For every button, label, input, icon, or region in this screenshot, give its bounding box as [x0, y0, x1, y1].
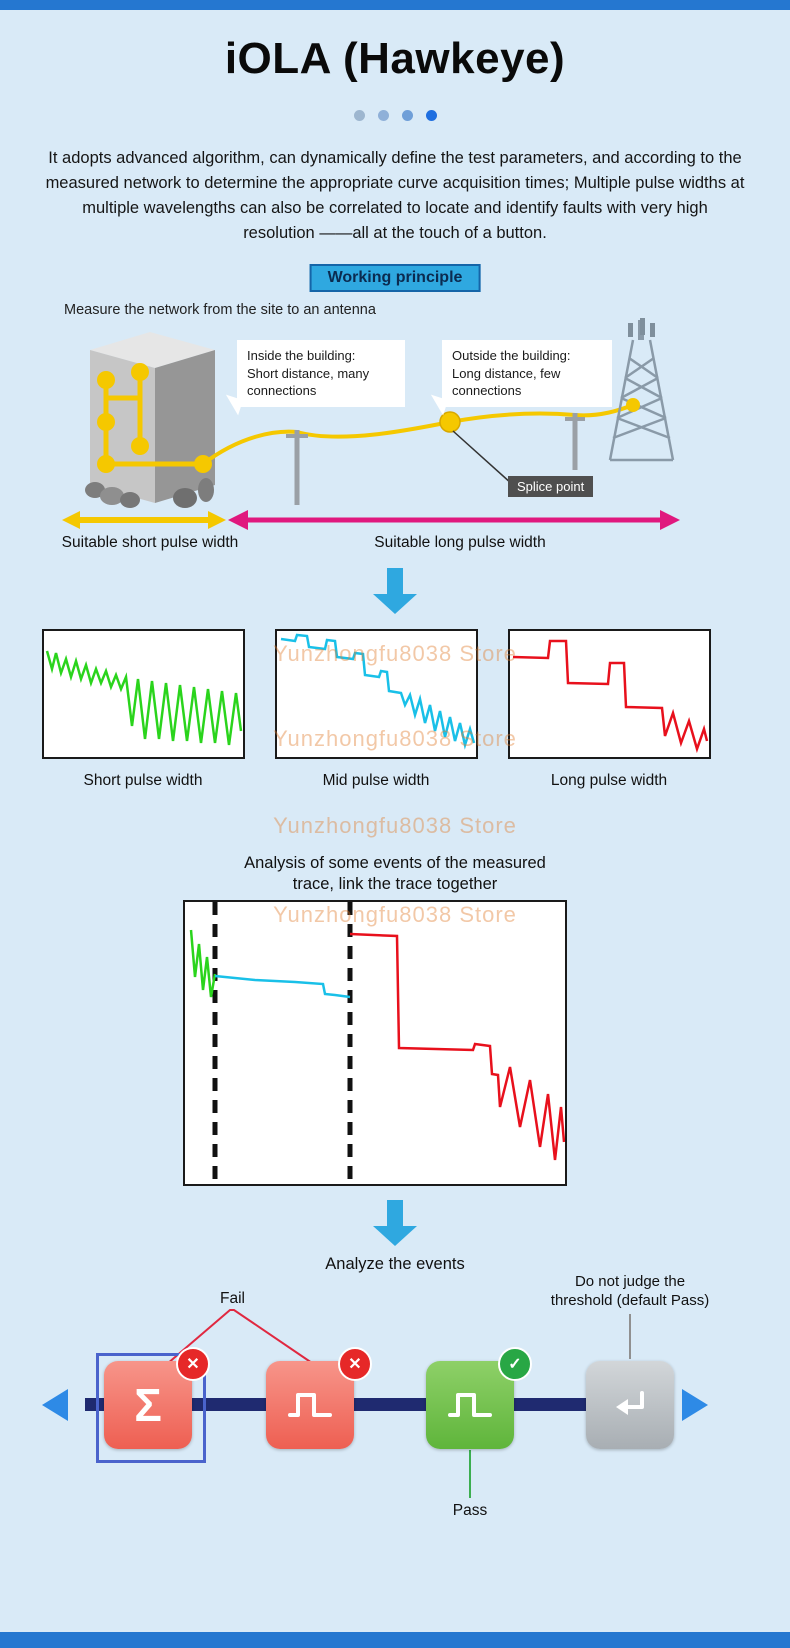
- building-top: [90, 332, 215, 368]
- pass-label: Pass: [452, 1502, 488, 1519]
- callout-line: connections: [247, 383, 317, 398]
- fail-pointer-lines: [159, 1309, 313, 1371]
- arrow-head-icon: [208, 511, 226, 529]
- measure-caption: Measure the network from the site to an …: [64, 302, 376, 318]
- short-pulse-trace: [45, 650, 243, 746]
- tile-pulse-pass: [426, 1361, 514, 1449]
- short-pulse-arrow-label: Suitable short pulse width: [61, 534, 239, 551]
- fiber-node: [97, 413, 115, 431]
- antenna-tower: [608, 339, 675, 462]
- store-watermark: Yunzhongfu8038 Store: [273, 813, 517, 838]
- combined-red-trace: [349, 932, 566, 1161]
- callout-line: Long distance, few: [452, 365, 561, 381]
- chevron-right-icon: [682, 1389, 708, 1421]
- dot-icon: [377, 110, 389, 121]
- tree: [198, 478, 214, 502]
- combined-trace-chart: [183, 900, 567, 1186]
- event-judgement-section: Do not judge the threshold (default Pass…: [0, 1270, 790, 1560]
- fail-badge-icon: ✕: [338, 1347, 372, 1381]
- bottom-frame-bar: [0, 1632, 790, 1648]
- intro-text: It adopts advanced algorithm, can dynami…: [45, 149, 745, 242]
- tile-pulse-fail: [266, 1361, 354, 1449]
- no-judge-line: Do not judge the: [574, 1273, 686, 1290]
- tile-sum-event: Σ: [104, 1361, 192, 1449]
- sigma-icon: Σ: [134, 1379, 162, 1431]
- network-illustration: Inside the building: Short distance, man…: [0, 318, 790, 518]
- selection-outline: [96, 1353, 206, 1463]
- pulse-icon: [448, 1393, 492, 1417]
- analyze-events-caption: Analyze the events: [325, 1255, 465, 1273]
- network-graphic: [85, 318, 675, 508]
- mid-pulse-trace: [280, 633, 476, 750]
- pulse-range-arrows: [62, 510, 680, 530]
- fail-label: Fail: [220, 1290, 245, 1307]
- shrub: [120, 492, 140, 508]
- timeline-bar: [85, 1398, 665, 1411]
- fiber-node: [97, 371, 115, 389]
- arrow-labels: Suitable short pulse width Suitable long…: [0, 534, 790, 556]
- callout-outside-building: Outside the building: Long distance, few…: [425, 340, 612, 415]
- no-judge-label: Do not judge the threshold (default Pass…: [520, 1272, 740, 1310]
- long-pulse-trace: [512, 639, 709, 754]
- short-pulse-chart-label: Short pulse width: [83, 772, 203, 789]
- dot-icon: [353, 110, 365, 121]
- mid-pulse-chart: [275, 629, 478, 759]
- antenna-panel: [650, 323, 655, 337]
- fail-badge-icon: ✕: [176, 1347, 210, 1381]
- shrub: [173, 488, 197, 508]
- dot-icon: [425, 110, 437, 121]
- arrow-head-icon: [660, 510, 680, 530]
- combined-green-trace: [189, 929, 217, 998]
- pass-badge-icon: ✓: [498, 1347, 532, 1381]
- chevron-left-icon: [42, 1389, 68, 1421]
- fiber-node: [131, 437, 149, 455]
- down-arrow-icon: [373, 568, 417, 614]
- page-title: iOLA (Hawkeye): [224, 34, 566, 83]
- return-icon: [616, 1391, 644, 1415]
- combined-cyan-trace: [214, 974, 351, 999]
- pulse-icon: [288, 1393, 332, 1417]
- down-arrow-icon: [373, 1200, 417, 1246]
- working-principle-badge: Working principle: [309, 264, 481, 292]
- long-pulse-chart: [508, 629, 711, 759]
- long-pulse-chart-label: Long pulse width: [550, 772, 668, 789]
- outdoor-cable: [201, 403, 634, 466]
- callout-line: Short distance, many: [247, 365, 370, 381]
- antenna-panel: [640, 318, 645, 335]
- analysis-caption-line: trace, link the trace together: [292, 875, 498, 893]
- long-pulse-arrow-label: Suitable long pulse width: [374, 534, 546, 551]
- top-frame-bar: [0, 0, 790, 10]
- mid-pulse-chart-label: Mid pulse width: [322, 772, 430, 789]
- fiber-node: [131, 363, 149, 381]
- tower-connection-node: [626, 398, 640, 412]
- splice-leader-line: [452, 430, 513, 485]
- splice-point-node: [439, 411, 461, 433]
- splice-point-label: Splice point: [508, 476, 594, 497]
- arrow-head-icon: [228, 510, 248, 530]
- fiber-node: [97, 455, 115, 473]
- short-pulse-chart: [42, 629, 245, 759]
- no-judge-line: threshold (default Pass): [550, 1292, 710, 1309]
- arrow-head-icon: [62, 511, 80, 529]
- tile-no-judge: [586, 1361, 674, 1449]
- callout-line: Inside the building:: [247, 348, 356, 363]
- annotation-lines: [159, 1309, 631, 1498]
- dot-icon: [401, 110, 413, 121]
- antenna-panel: [628, 323, 633, 337]
- shrub: [85, 482, 105, 498]
- pagination-dots: [0, 110, 790, 121]
- callout-line: Outside the building:: [452, 348, 571, 363]
- analysis-caption: Analysis of some events of the measured …: [0, 853, 790, 895]
- analysis-caption-line: Analysis of some events of the measured: [244, 854, 546, 872]
- shrub: [100, 487, 124, 505]
- callout-inside-building: Inside the building: Short distance, man…: [220, 340, 405, 415]
- callout-line: connections: [452, 383, 522, 398]
